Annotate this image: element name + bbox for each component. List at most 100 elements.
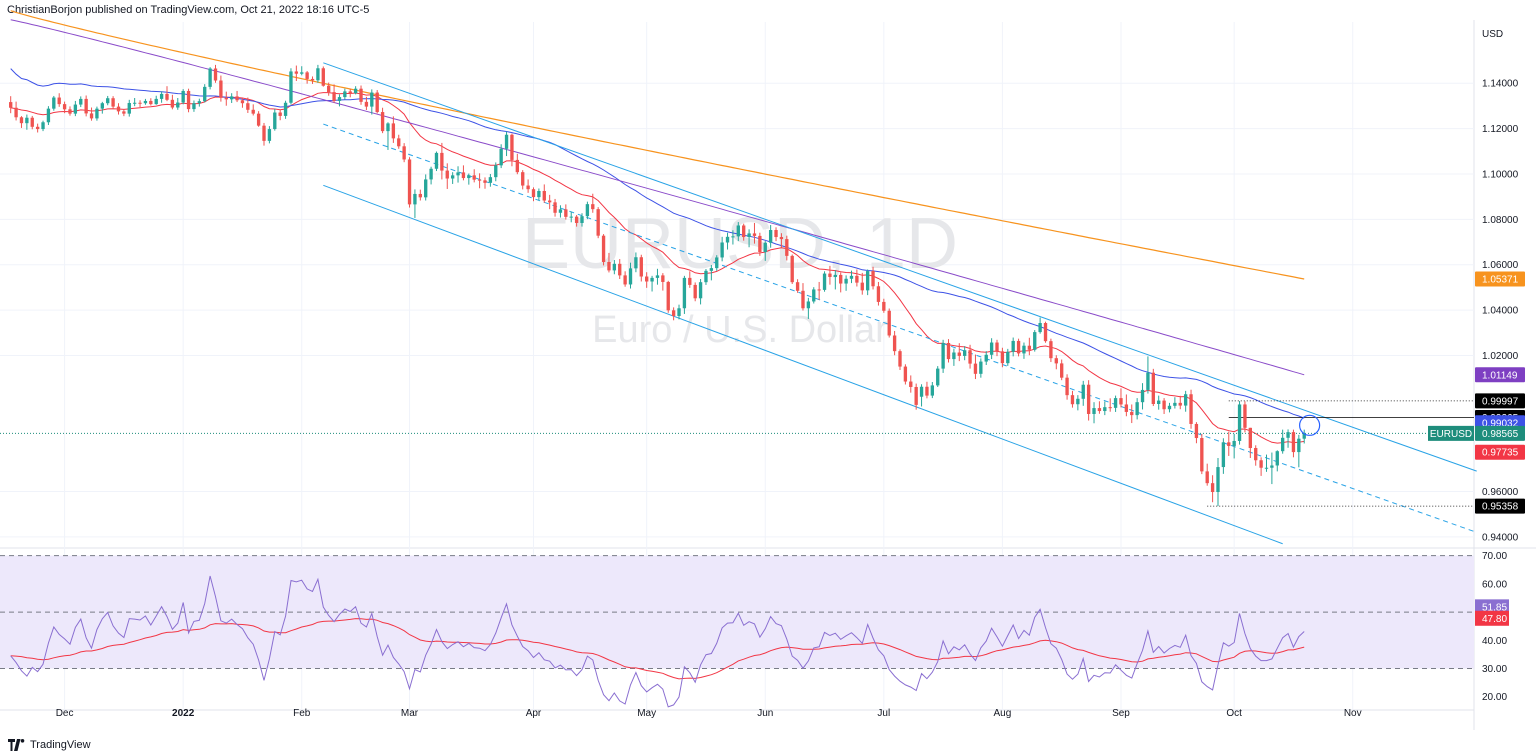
candle-body [397,138,401,147]
candle-body [499,148,503,166]
ticker-tag-label: EURUSD [1430,429,1472,440]
price-tag-label: 0.95358 [1482,502,1519,513]
candle-body [1183,394,1188,406]
candle-body [1108,407,1112,409]
candle-body [704,270,708,283]
time-tick-label: Nov [1344,708,1362,719]
candle-body [839,274,843,284]
ticker-tag-box [1428,425,1474,441]
candle-body [736,225,740,237]
candle-body [494,165,498,178]
candle-body [337,97,342,101]
candle-body [612,263,617,271]
candle-body [353,88,358,94]
candle-body [176,102,180,108]
candle-body [1205,471,1209,484]
price-tag-box [1475,444,1525,460]
candle-body [1167,405,1172,410]
candle-body [364,101,369,107]
price-tag-box [1475,393,1525,409]
candle-body [806,301,811,309]
candle-body [510,134,514,160]
candle-body [1178,402,1182,406]
candle-body [450,175,455,179]
candle-body [1006,351,1010,364]
price-levels[interactable] [0,400,1474,507]
candle-body [203,86,207,102]
candle-body [628,268,633,285]
candle-body [645,276,649,282]
tradingview-footer[interactable]: TradingView [0,734,300,756]
candle-body [300,72,304,74]
candle-body [677,308,681,316]
candle-body [650,277,654,282]
candle-body [418,193,422,198]
candle-body [1076,398,1080,405]
candle-body [661,275,665,282]
candle-body [62,104,67,110]
candle-body [1275,451,1279,466]
candle-body [370,92,374,107]
candle-body [979,361,983,374]
candle-body [623,275,627,285]
candle-body [386,123,390,132]
price-tick-label: 1.10000 [1482,169,1519,180]
candle-body [192,103,196,110]
candle-body [596,209,600,236]
candle-body [181,90,185,103]
candle-body [903,366,908,382]
candle-body [440,152,444,171]
candle-body [515,159,519,173]
candle-body [1049,341,1053,359]
candle-body [984,354,988,362]
price-tag-label: 0.99032 [1482,418,1519,429]
time-tick-label: Feb [293,708,311,719]
candle-body [1232,440,1236,446]
candle-body [1291,432,1296,453]
candle-body [132,102,137,104]
candle-body [1022,345,1026,354]
annotations[interactable] [1299,414,1321,436]
candle-body [149,100,153,105]
candle-body [208,68,212,87]
candle-body [472,175,476,180]
candle-body [327,85,331,93]
candle-body [46,108,51,123]
trend-channel[interactable] [323,62,1477,545]
candle-body [25,117,29,124]
candle-body [305,72,309,79]
candle-body [698,282,703,299]
candle-body [1200,438,1204,472]
candle-body [1033,332,1037,350]
candle-body [898,351,902,367]
candle-body [655,275,660,278]
channel-mid-line [323,123,1477,533]
sma-200-line [10,10,1305,280]
candle-body [1060,363,1064,378]
candle-body [828,273,832,277]
price-tag-label: 0.98565 [1482,429,1519,440]
candle-body [941,342,945,369]
candle-body [240,100,245,104]
candle-body [1070,395,1075,405]
candle-body [1103,407,1107,412]
candle-body [116,106,121,112]
candle-body [197,101,202,104]
candle-body [887,310,891,336]
candle-body [963,350,967,356]
candle-body [1124,404,1129,412]
candle-body [1011,340,1015,352]
price-tick-label: 1.02000 [1482,351,1519,362]
candle-body [801,290,805,309]
candle-body [957,352,961,356]
candle-body [537,190,541,198]
price-tags: 1.053711.011490.999970.992650.990320.985… [1428,271,1525,626]
candle-body [919,386,924,397]
candle-body [230,96,234,100]
candle-body [892,335,897,352]
footer-brand: TradingView [30,739,91,751]
candle-body [1135,402,1139,416]
candle-body [122,111,126,114]
candle-body [224,97,228,100]
